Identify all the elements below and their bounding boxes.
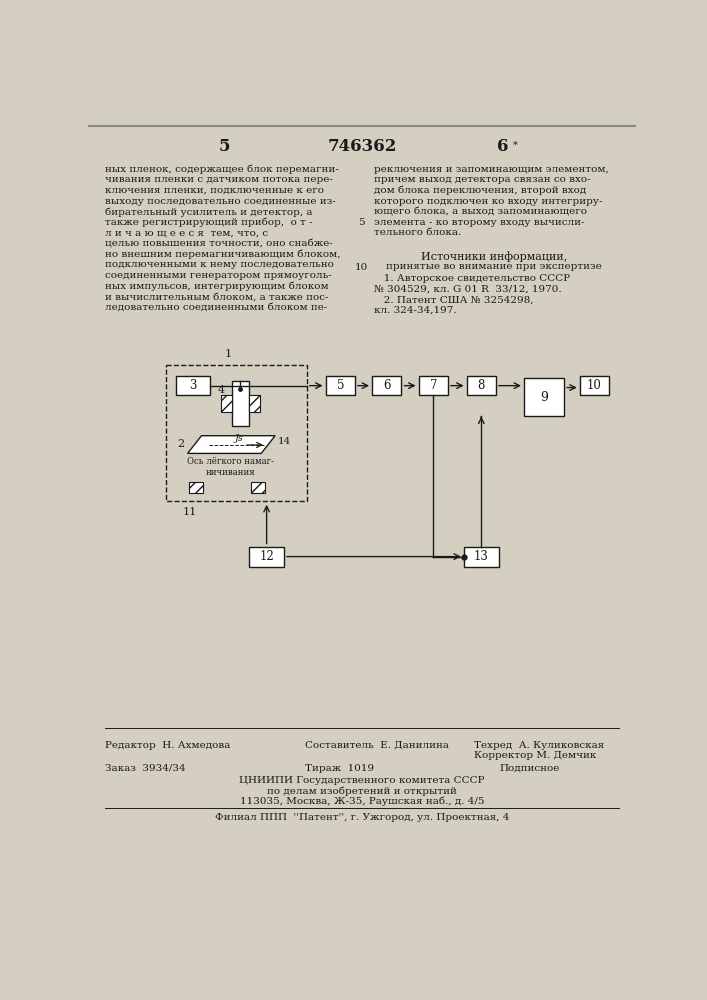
Text: кл. 324-34,197.: кл. 324-34,197. xyxy=(373,306,456,315)
Text: Подписное: Подписное xyxy=(499,764,559,773)
Text: чивания пленки с датчиком потока пере-: чивания пленки с датчиком потока пере- xyxy=(105,175,333,184)
Text: л и ч а ю щ е е с я  тем, что, с: л и ч а ю щ е е с я тем, что, с xyxy=(105,228,269,237)
Text: по делам изобретений и открытий: по делам изобретений и открытий xyxy=(267,786,457,796)
Bar xyxy=(524,378,564,416)
Text: № 304529, кл. G 01 R  33/12, 1970.: № 304529, кл. G 01 R 33/12, 1970. xyxy=(373,284,561,293)
Bar xyxy=(166,365,307,501)
Bar xyxy=(372,376,402,395)
Text: 2. Патент США № 3254298,: 2. Патент США № 3254298, xyxy=(373,295,533,304)
Text: 5: 5 xyxy=(219,138,230,155)
Text: 1: 1 xyxy=(224,349,231,359)
Text: 4: 4 xyxy=(218,385,225,395)
Text: подключенными к нему последовательно: подключенными к нему последовательно xyxy=(105,260,334,269)
Bar xyxy=(249,547,284,567)
Text: 746362: 746362 xyxy=(327,138,397,155)
Text: соединенными генератором прямоуголь-: соединенными генератором прямоуголь- xyxy=(105,271,332,280)
Text: ных импульсов, интегрирующим блоком: ных импульсов, интегрирующим блоком xyxy=(105,282,329,291)
Text: Js: Js xyxy=(234,434,243,443)
Text: элемента - ко второму входу вычисли-: элемента - ко второму входу вычисли- xyxy=(373,218,584,227)
Bar xyxy=(467,376,496,395)
Bar xyxy=(189,482,203,493)
Bar xyxy=(232,381,249,426)
Text: 2: 2 xyxy=(177,439,185,449)
Bar xyxy=(419,376,448,395)
Text: 5: 5 xyxy=(337,379,344,392)
Text: Составитель  Е. Данилина: Составитель Е. Данилина xyxy=(305,741,450,750)
Text: 8: 8 xyxy=(478,379,485,392)
Text: 10: 10 xyxy=(354,263,368,272)
Text: Ось лёгкого намаг-
ничивания: Ось лёгкого намаг- ничивания xyxy=(187,457,274,477)
Text: ледовательно соединенными блоком пе-: ледовательно соединенными блоком пе- xyxy=(105,303,328,312)
Text: 6: 6 xyxy=(497,138,509,155)
Text: 12: 12 xyxy=(259,550,274,563)
Text: Заказ  3934/34: Заказ 3934/34 xyxy=(105,764,186,773)
Text: Корректор М. Демчик: Корректор М. Демчик xyxy=(474,751,597,760)
Bar xyxy=(175,376,211,395)
Text: Редактор  Н. Ахмедова: Редактор Н. Ахмедова xyxy=(105,741,230,750)
Bar xyxy=(580,376,609,395)
Text: 3: 3 xyxy=(189,379,197,392)
Text: целью повышения точности, оно снабже-: целью повышения точности, оно снабже- xyxy=(105,239,333,248)
Text: 10: 10 xyxy=(587,379,602,392)
Text: 7: 7 xyxy=(429,379,437,392)
Text: ключения пленки, подключенные к его: ключения пленки, подключенные к его xyxy=(105,186,325,195)
Text: принятые во внимание при экспертизе: принятые во внимание при экспертизе xyxy=(386,262,602,271)
Text: Филиал ППП  ''Патент'', г. Ужгород, ул. Проектная, 4: Филиал ППП ''Патент'', г. Ужгород, ул. П… xyxy=(215,813,509,822)
Text: 14: 14 xyxy=(277,437,291,446)
Text: ЦНИИПИ Государственного комитета СССР: ЦНИИПИ Государственного комитета СССР xyxy=(239,776,485,785)
Bar xyxy=(249,395,259,412)
Bar xyxy=(221,395,232,412)
Text: причем выход детектора связан со вхо-: причем выход детектора связан со вхо- xyxy=(373,175,590,184)
Text: 113035, Москва, Ж-35, Раушская наб., д. 4/5: 113035, Москва, Ж-35, Раушская наб., д. … xyxy=(240,796,484,806)
Text: но внешним перемагничивающим блоком,: но внешним перемагничивающим блоком, xyxy=(105,250,341,259)
Text: также регистрирующий прибор,  о т -: также регистрирующий прибор, о т - xyxy=(105,218,313,227)
Bar xyxy=(325,376,355,395)
Text: реключения и запоминающим элементом,: реключения и запоминающим элементом, xyxy=(373,165,608,174)
Text: 9: 9 xyxy=(540,391,548,404)
Text: *: * xyxy=(513,141,518,150)
Text: 13: 13 xyxy=(474,550,489,563)
Text: Источники информации,: Источники информации, xyxy=(421,251,567,262)
Polygon shape xyxy=(187,436,275,453)
Text: Техред  А. Куликовская: Техред А. Куликовская xyxy=(474,741,604,750)
Text: 5: 5 xyxy=(358,218,365,227)
Text: которого подключен ко входу интегриру-: которого подключен ко входу интегриру- xyxy=(373,197,602,206)
Text: выходу последовательно соединенные из-: выходу последовательно соединенные из- xyxy=(105,197,336,206)
Text: и вычислительным блоком, а также пос-: и вычислительным блоком, а также пос- xyxy=(105,292,329,301)
Bar xyxy=(464,547,498,567)
Text: ющего блока, а выход запоминающего: ющего блока, а выход запоминающего xyxy=(373,207,587,216)
Text: бирательный усилитель и детектор, а: бирательный усилитель и детектор, а xyxy=(105,207,313,217)
Text: ных пленок, содержащее блок перемагни-: ных пленок, содержащее блок перемагни- xyxy=(105,165,339,174)
Text: 11: 11 xyxy=(183,507,197,517)
Text: 1. Авторское свидетельство СССР: 1. Авторское свидетельство СССР xyxy=(373,274,570,283)
Text: Тираж  1019: Тираж 1019 xyxy=(305,764,375,773)
Bar xyxy=(251,482,265,493)
Text: тельного блока.: тельного блока. xyxy=(373,228,461,237)
Text: 6: 6 xyxy=(383,379,390,392)
Text: дом блока переключения, второй вход: дом блока переключения, второй вход xyxy=(373,186,586,195)
